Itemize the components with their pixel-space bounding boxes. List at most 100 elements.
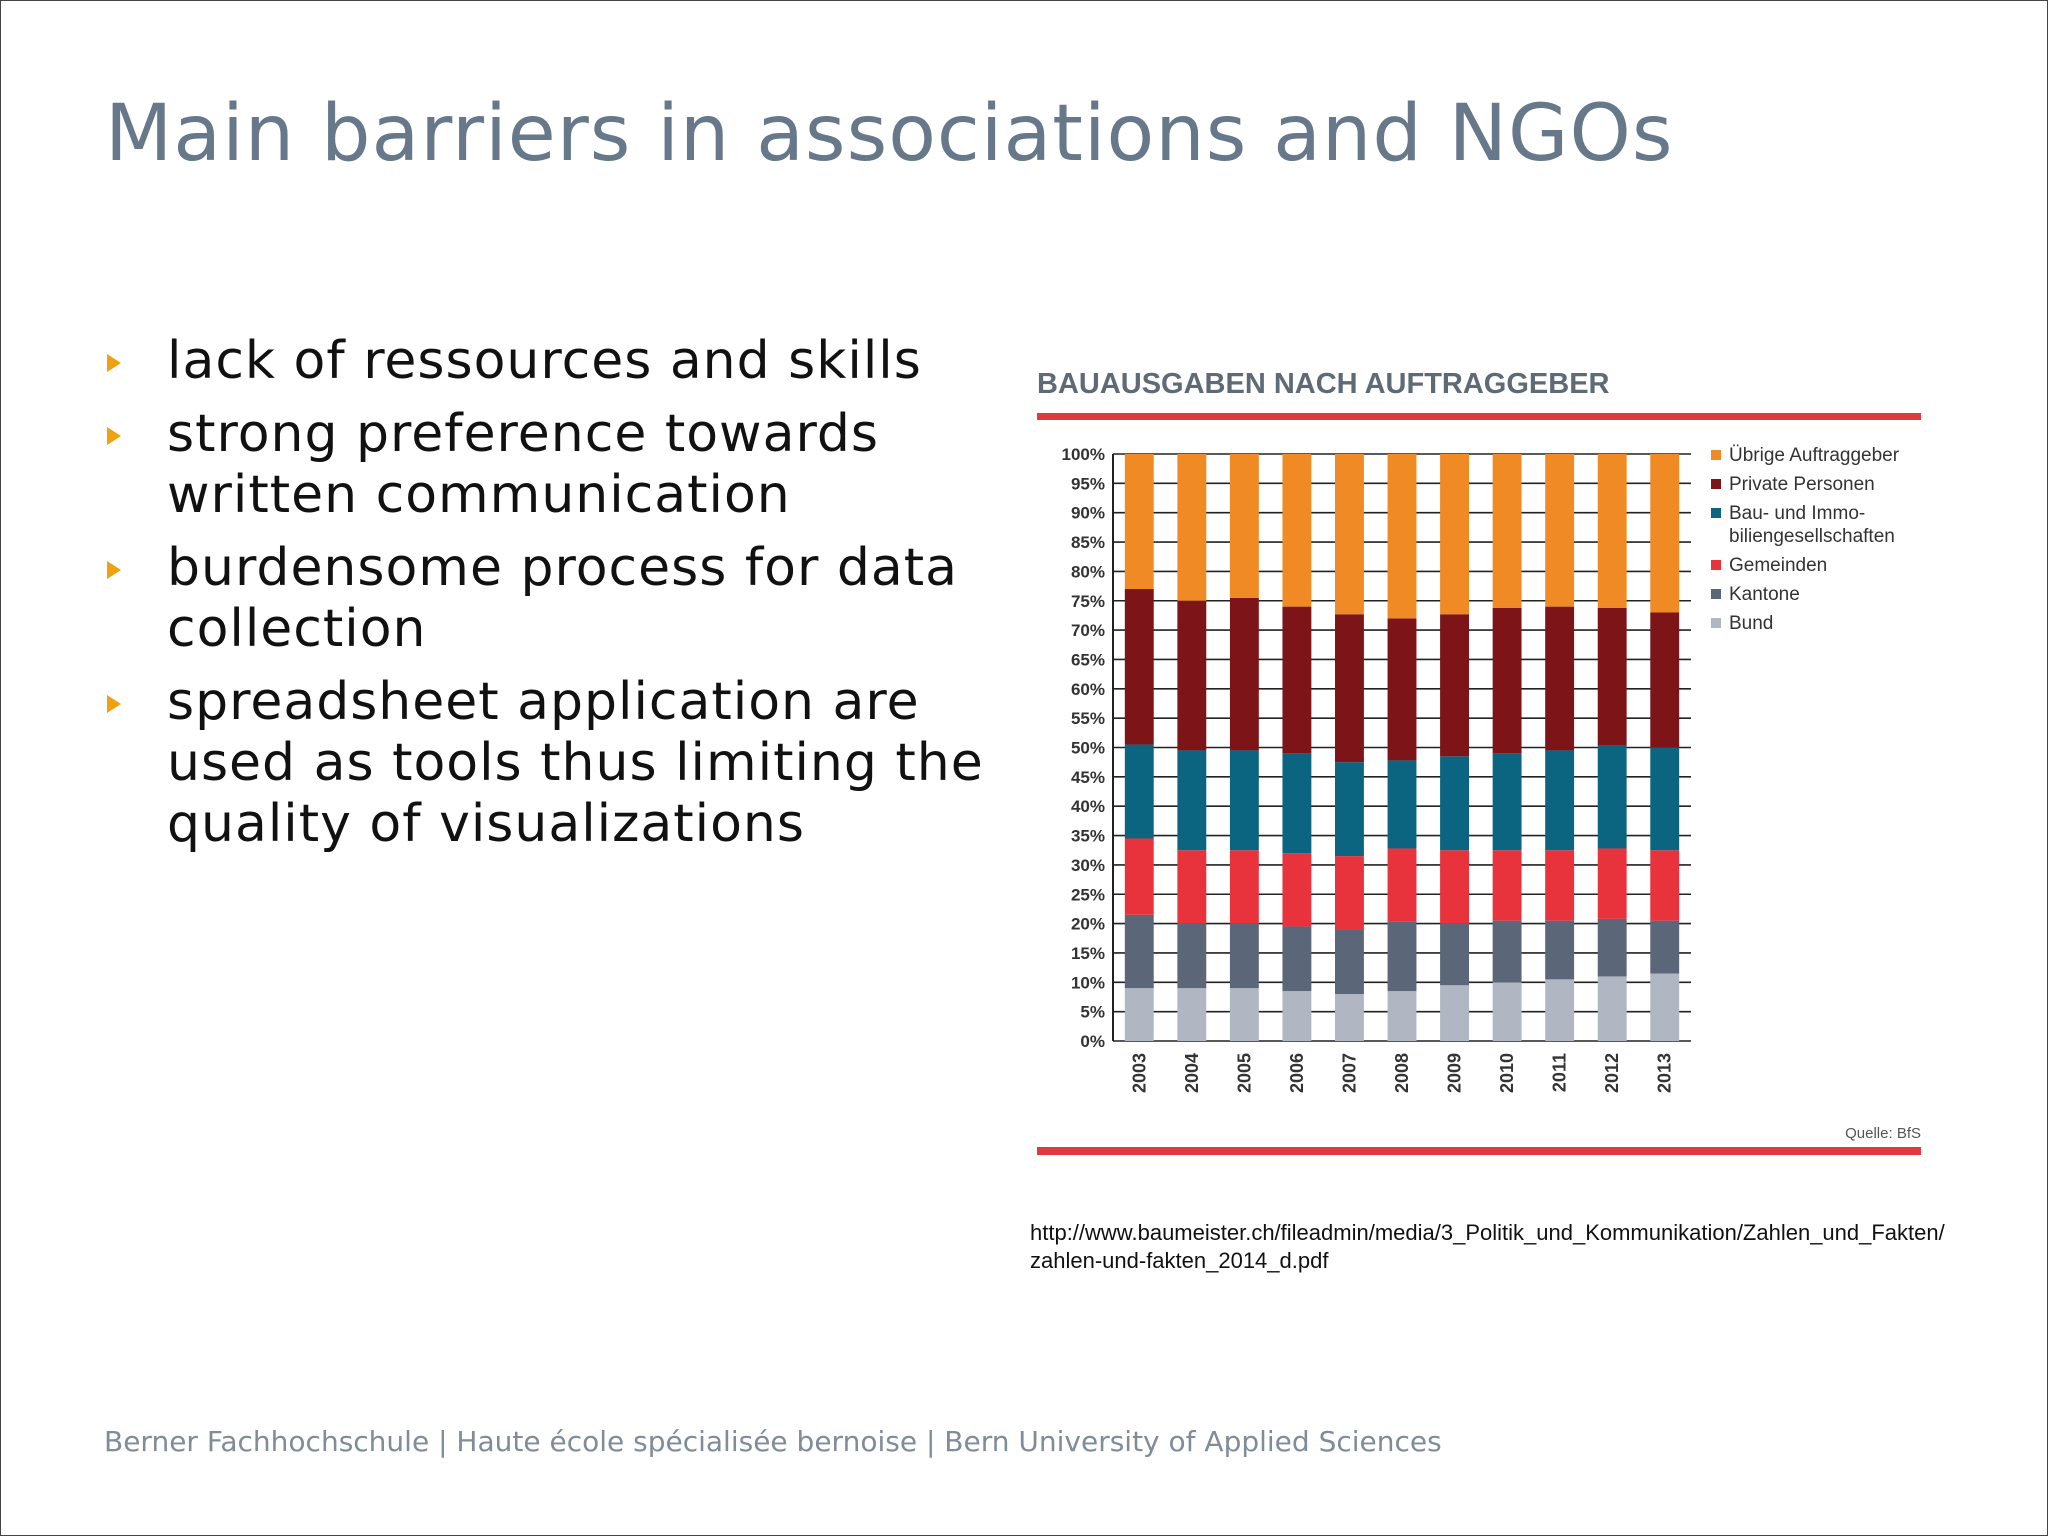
y-tick-label: 40% xyxy=(1071,797,1105,816)
y-tick-label: 90% xyxy=(1071,504,1105,523)
bar-segment xyxy=(1177,923,1207,989)
bar-segment xyxy=(1177,454,1207,601)
y-tick-label: 15% xyxy=(1071,944,1105,963)
bar-segment xyxy=(1492,920,1522,983)
legend-label: Gemeinden xyxy=(1729,555,1827,576)
x-tick-label: 2007 xyxy=(1339,1053,1359,1093)
y-tick-label: 25% xyxy=(1071,885,1105,904)
bar-segment xyxy=(1597,454,1627,608)
bar-segment xyxy=(1597,745,1627,849)
y-tick-label: 85% xyxy=(1071,533,1105,552)
source-link[interactable]: http://www.baumeister.ch/fileadmin/media… xyxy=(1030,1220,1945,1273)
triangle-bullet-icon xyxy=(107,354,121,372)
bar-segment xyxy=(1282,454,1312,607)
bar-segment xyxy=(1597,848,1627,919)
y-tick-label: 10% xyxy=(1071,973,1105,992)
legend-swatch xyxy=(1711,479,1721,489)
bar-segment xyxy=(1229,923,1259,989)
bar-segment xyxy=(1440,985,1469,1041)
triangle-bullet-icon xyxy=(107,695,121,713)
bar-segment xyxy=(1229,750,1259,851)
bar-segment xyxy=(1650,973,1680,1041)
legend-label: Bund xyxy=(1729,613,1773,634)
stacked-bar-chart: BAUAUSGABEN NACH AUFTRAGGEBER 0% 5% 10% 15%… xyxy=(1037,368,1921,1155)
legend-label: Bau- und Immo- xyxy=(1729,503,1865,524)
x-tick-label: 2008 xyxy=(1392,1053,1412,1093)
legend-swatch xyxy=(1711,589,1721,599)
bar-segment xyxy=(1440,454,1469,615)
bullet-item: spreadsheet application are used as tool… xyxy=(101,672,1001,855)
bar-segment xyxy=(1387,991,1417,1041)
bar-segment xyxy=(1387,848,1417,922)
legend-swatch xyxy=(1711,618,1721,628)
chart-source-note: Quelle: BfS xyxy=(1845,1125,1921,1142)
bar-segment xyxy=(1492,982,1522,1041)
bar-segment xyxy=(1335,762,1364,857)
bar-segment xyxy=(1387,921,1417,992)
x-tick-label: 2010 xyxy=(1497,1053,1517,1093)
bar-segment xyxy=(1545,920,1575,980)
bar-segment xyxy=(1229,988,1259,1041)
bar-segment xyxy=(1282,991,1312,1041)
y-tick-label: 60% xyxy=(1071,680,1105,699)
bar-segment xyxy=(1650,612,1680,748)
slide-title: Main barriers in associations and NGOs xyxy=(105,89,1674,179)
bar-segment xyxy=(1597,918,1627,977)
bars xyxy=(1124,454,1680,1041)
bar-segment xyxy=(1650,747,1680,851)
x-tick-label: 2004 xyxy=(1182,1053,1202,1093)
bar-segment xyxy=(1335,929,1364,995)
bar-segment xyxy=(1387,454,1417,619)
x-tick-label: 2011 xyxy=(1550,1053,1570,1092)
y-tick-label: 100% xyxy=(1062,445,1105,464)
legend-swatch xyxy=(1711,508,1721,518)
chart-title: BAUAUSGABEN NACH AUFTRAGGEBER xyxy=(1037,368,1610,400)
bar-segment xyxy=(1545,979,1575,1041)
bullet-item: strong preference towards written commun… xyxy=(101,404,1001,526)
bar-segment xyxy=(1177,988,1207,1041)
bar-segment xyxy=(1492,753,1522,851)
x-tick-label: 2005 xyxy=(1234,1053,1254,1093)
bar-segment xyxy=(1492,454,1522,608)
axes: 0% 5% 10% 15% 20% 25% 30% 35% 40% 45% 50% 55% 60% 65%… xyxy=(1062,445,1675,1093)
legend-label: biliengesellschaften xyxy=(1729,526,1895,547)
bullet-item: lack of ressources and skills xyxy=(101,331,1001,392)
bar-segment xyxy=(1282,853,1312,927)
bar-segment xyxy=(1282,926,1312,992)
bar-segment xyxy=(1124,454,1154,590)
bullet-item: burdensome process for data collection xyxy=(101,538,1001,660)
y-tick-label: 95% xyxy=(1071,474,1105,493)
y-tick-label: 45% xyxy=(1071,768,1105,787)
chart-top-rule xyxy=(1037,413,1921,420)
bar-segment xyxy=(1440,756,1469,851)
bullet-text: lack of ressources and skills xyxy=(167,331,922,391)
bar-segment xyxy=(1229,850,1259,924)
bar-segment xyxy=(1177,750,1207,851)
bar-segment xyxy=(1545,454,1575,607)
x-tick-label: 2009 xyxy=(1445,1053,1465,1093)
bullet-text: burdensome process for data collection xyxy=(167,538,958,659)
bar-segment xyxy=(1492,607,1522,754)
legend-label: Kantone xyxy=(1729,584,1800,605)
bullet-list: lack of ressources and skills strong pre… xyxy=(101,331,1001,867)
bar-segment xyxy=(1282,753,1312,854)
y-tick-label: 50% xyxy=(1071,739,1105,758)
bar-segment xyxy=(1492,850,1522,921)
x-tick-label: 2003 xyxy=(1129,1053,1149,1093)
x-tick-label: 2012 xyxy=(1602,1053,1622,1093)
bar-segment xyxy=(1650,850,1680,921)
triangle-bullet-icon xyxy=(107,427,121,445)
y-tick-label: 70% xyxy=(1071,621,1105,640)
bar-segment xyxy=(1545,750,1575,851)
y-tick-label: 35% xyxy=(1071,827,1105,846)
bar-segment xyxy=(1124,744,1154,839)
y-tick-label: 55% xyxy=(1071,709,1105,728)
x-tick-label: 2006 xyxy=(1287,1053,1307,1093)
bar-segment xyxy=(1335,856,1364,930)
bar-segment xyxy=(1229,454,1259,598)
bar-segment xyxy=(1229,597,1259,751)
y-tick-label: 20% xyxy=(1071,915,1105,934)
legend: Übrige Auftraggeber Private Personen Bau- … xyxy=(1711,445,1900,634)
bar-segment xyxy=(1177,600,1207,751)
legend-label: Übrige Auftraggeber xyxy=(1729,445,1900,466)
